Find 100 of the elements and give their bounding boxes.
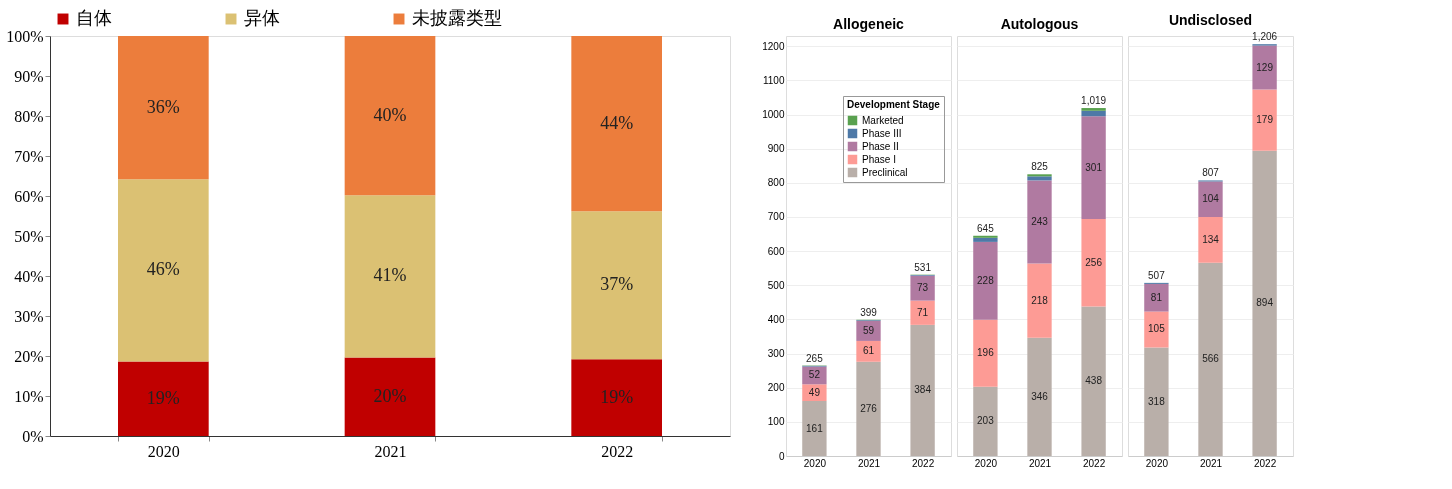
legend-label: Phase II [862,140,899,152]
bar [1027,337,1052,456]
bar [973,319,998,387]
bar [1144,283,1169,312]
y-tick-label: 600 [767,245,785,257]
bar [118,361,209,436]
x-tick-label: 2022 [911,457,935,469]
bar [973,241,998,320]
total-label: 825 [1031,161,1049,173]
chart-title: Undisclosed [1168,12,1253,29]
bar [571,211,662,360]
bar [1198,181,1223,217]
y-tick-label: 60% [14,187,44,205]
data-label: 276 [860,402,878,414]
data-label: 228 [977,274,995,286]
total-label: 807 [1202,167,1220,179]
bar [571,359,662,436]
bar [1252,150,1277,456]
x-tick-label: 2022 [1082,457,1106,469]
data-label: 20% [373,385,407,406]
x-tick-label: 2022 [1253,457,1277,469]
bar [1027,176,1052,181]
legend-label: Preclinical [862,166,908,178]
data-label: 134 [1202,233,1220,245]
bar [118,179,209,362]
bar [856,361,881,456]
total-label: 645 [977,222,995,234]
total-label: 531 [914,261,932,273]
data-label: 46% [146,259,180,280]
x-tick-label: 2020 [974,457,998,469]
bar [1081,108,1106,111]
data-label: 203 [977,415,995,427]
total-label: 507 [1148,269,1166,281]
bar [118,36,209,180]
data-label: 218 [1031,294,1049,306]
y-tick-label: 800 [767,177,785,189]
data-label: 104 [1202,193,1220,205]
y-tick-label: 40% [14,267,44,285]
data-label: 81 [1150,291,1163,303]
bar [1027,263,1052,338]
data-label: 256 [1085,256,1103,268]
bar [1081,110,1106,117]
bar [1252,89,1277,151]
bar [344,357,436,436]
data-label: 49 [808,386,821,398]
x-tick-label: 2021 [1199,457,1223,469]
total-label: 1,019 [1081,95,1107,107]
bar [802,401,827,456]
data-label: 384 [914,384,932,396]
data-label: 19% [146,387,180,408]
data-label: 44% [600,112,634,133]
data-label: 301 [1085,161,1103,173]
data-label: 438 [1085,375,1103,387]
legend-label: 未披露类型 [412,8,502,28]
y-tick-label: 1100 [762,74,785,86]
data-label: 41% [373,265,407,286]
data-label: 52 [808,369,821,381]
legend-title: Development Stage [847,99,941,110]
y-tick-label: 500 [767,279,785,291]
y-tick-label: 80% [14,107,44,125]
y-tick-label: 30% [14,307,44,325]
y-tick-label: 0% [22,427,44,445]
bar [973,235,998,238]
y-tick-label: 1000 [762,109,785,121]
legend-label: Phase I [862,153,896,165]
data-label: 129 [1256,61,1274,73]
chart-title: Allogeneic [833,16,905,32]
bar [856,340,881,362]
data-label: 19% [600,386,634,407]
data-label: 73 [917,282,929,294]
data-label: 161 [806,422,824,434]
bar [1027,174,1052,177]
bar [910,275,935,301]
bar [571,36,662,212]
y-tick-label: 70% [14,147,44,165]
y-tick-label: 700 [767,211,785,223]
y-tick-label: 300 [767,348,785,360]
data-label: 196 [977,347,995,359]
x-tick-label: 2020 [1145,457,1169,469]
x-tick-label: 2020 [803,457,827,469]
total-label: 1,206 [1252,31,1278,43]
y-tick-label: 100% [6,27,44,45]
bar [344,36,436,196]
y-tick-label: 100 [767,416,785,428]
bar [973,237,998,242]
x-tick-label: 2020 [147,442,180,460]
legend-label: Marketed [862,114,904,126]
x-tick-label: 2022 [601,442,634,460]
y-tick-label: 200 [767,382,785,394]
bar [1144,311,1169,348]
data-label: 566 [1202,353,1220,365]
data-label: 346 [1031,390,1049,402]
y-tick-label: 1200 [762,40,785,52]
bar [856,320,881,341]
bar [910,324,935,456]
total-label: 399 [860,306,878,318]
data-label: 243 [1031,215,1049,227]
y-tick-label: 90% [14,67,44,85]
bar [1081,219,1106,307]
x-tick-label: 2021 [857,457,881,469]
